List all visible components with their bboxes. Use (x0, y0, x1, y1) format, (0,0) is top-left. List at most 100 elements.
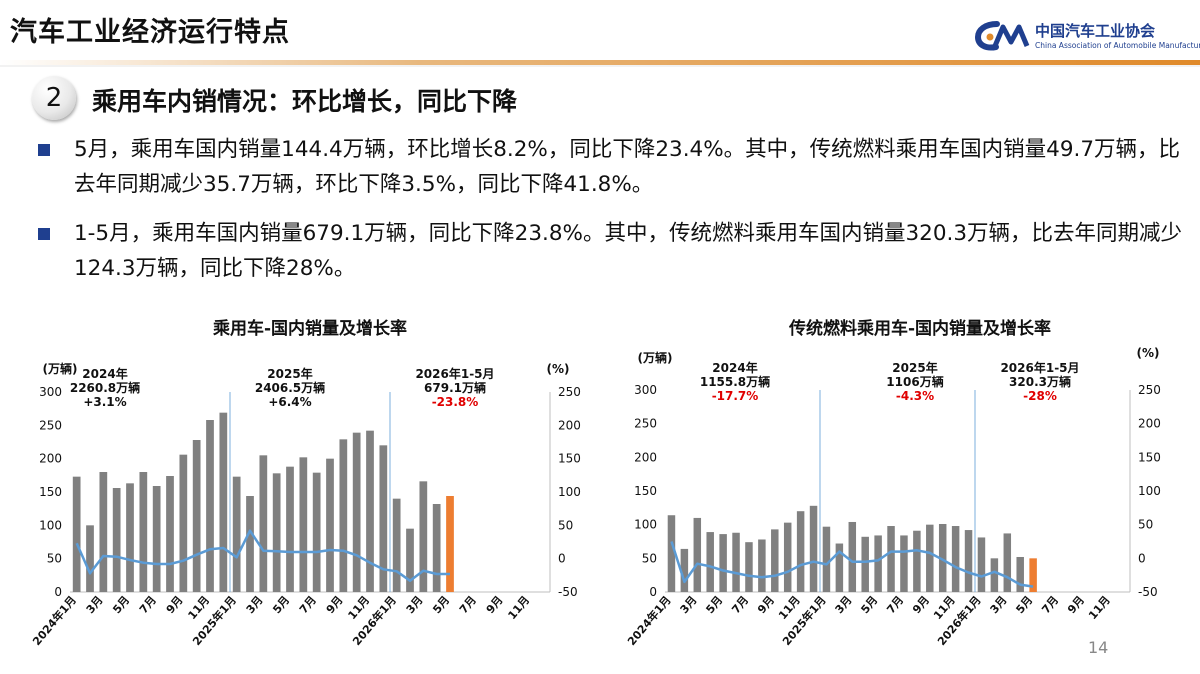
sales-bar (680, 548, 689, 592)
period-annotation-text: 2025年 (892, 360, 937, 375)
sales-bar (848, 521, 857, 592)
x-tick-label: 2024年1月 (624, 593, 673, 648)
y-left-tick-label: 50 (642, 551, 657, 565)
period-annotation-text: 2260.8万辆 (70, 380, 140, 395)
section-title: 乘用车内销情况：环比增长，同比下降 (92, 87, 518, 116)
growth-rate-line (670, 541, 1034, 588)
y-left-tick-label: 0 (54, 585, 62, 599)
sales-bar (419, 481, 428, 592)
y-right-tick-label: 250 (1138, 383, 1161, 397)
sales-bar (152, 486, 161, 592)
sales-bar (232, 476, 241, 592)
sales-bar (299, 457, 308, 592)
sales-bar (366, 430, 374, 592)
sales-bar (126, 483, 134, 592)
sales-bar (706, 532, 714, 592)
x-tick-label: 3月 (404, 594, 426, 617)
y-right-tick-label: 0 (1138, 551, 1146, 565)
bullet-square-icon (38, 144, 50, 156)
period-annotation-text: 2025年 (267, 366, 312, 381)
period-annotation-text: -23.8% (432, 395, 479, 409)
sales-bar (272, 473, 281, 592)
x-tick-label: 3月 (988, 594, 1010, 617)
bullet-item: 5月，乘用车国内销量144.4万辆，环比增长8.2%，同比下降23.4%。其中，… (38, 132, 1180, 204)
x-tick-label: 9月 (755, 594, 777, 617)
y-left-unit-label: (万辆) (638, 350, 673, 365)
x-tick-label: 7月 (884, 594, 906, 617)
x-tick-label: 5月 (430, 594, 452, 617)
chart-traditional-fuel-domestic-sales: 传统燃料乘用车-国内销量及增长率 (万辆) (%) 0 50 100 150 200 250 30… (624, 318, 1161, 648)
x-tick-label: 7月 (457, 594, 479, 617)
sales-bar (206, 420, 214, 592)
sales-bar (822, 526, 831, 592)
chart-title: 乘用车-国内销量及增长率 (212, 318, 407, 339)
y-right-tick-label: 100 (558, 485, 581, 499)
y-left-tick-label: 300 (634, 383, 657, 397)
section-number-badge: 2 (32, 76, 76, 120)
y-left-unit-label: (万辆) (43, 361, 78, 376)
sales-bar (432, 504, 441, 592)
period-annotation-text: 320.3万辆 (1009, 374, 1071, 389)
page-number: 14 (1088, 638, 1109, 657)
y-right-tick-label: 150 (558, 452, 581, 466)
y-right-tick-label: 200 (1138, 417, 1161, 431)
y-right-tick-label: -50 (558, 585, 578, 599)
period-annotation-text: 1155.8万辆 (700, 374, 770, 389)
x-tick-label: 11月 (505, 594, 532, 623)
sales-bar (99, 472, 108, 592)
sales-bar (352, 432, 361, 592)
period-annotation-text: -28% (1023, 389, 1057, 403)
sales-bar (758, 539, 766, 592)
x-tick-label: 9月 (910, 594, 932, 617)
x-tick-label: 3月 (84, 594, 106, 617)
caam-logo-icon (975, 21, 1030, 51)
x-tick-label: 5月 (1013, 594, 1035, 617)
y-left-tick-label: 100 (39, 518, 62, 532)
bullet-square-icon (38, 228, 50, 240)
x-tick-label: 7月 (297, 594, 319, 617)
sales-bar (446, 496, 454, 592)
sales-bar (286, 466, 294, 592)
bullet-item: 1-5月，乘用车国内销量679.1万辆，同比下降23.8%。其中，传统燃料乘用车… (38, 216, 1182, 288)
header-divider (0, 60, 1200, 65)
sales-bar (406, 528, 414, 592)
sales-bar (112, 488, 121, 592)
sales-bar (926, 524, 934, 592)
x-tick-label: 3月 (833, 594, 855, 617)
chart-passenger-car-domestic-sales: 乘用车-国内销量及增长率 (万辆) (%) 0 50 100 150 200 250 300 -50… (29, 318, 581, 648)
period-annotation-text: -4.3% (896, 389, 934, 403)
sales-bar (977, 537, 986, 592)
sales-bar (783, 522, 792, 592)
sales-bar (887, 526, 895, 592)
x-tick-label: 5月 (858, 594, 880, 617)
sales-bar (900, 535, 908, 592)
sales-bar (1003, 533, 1012, 592)
bullet-text: 1-5月，乘用车国内销量679.1万辆，同比下降23.8%。其中，传统燃料乘用车… (74, 221, 1183, 281)
sales-bar (379, 445, 388, 592)
period-annotation-text: 679.1万辆 (424, 380, 486, 395)
sales-bar (796, 511, 805, 592)
x-tick-label: 9月 (1065, 594, 1087, 617)
sales-bar (392, 498, 401, 592)
sales-bar (719, 534, 727, 592)
header-divider-shadow (0, 65, 1200, 67)
y-right-tick-label: 0 (558, 552, 566, 566)
x-tick-label: 7月 (1039, 594, 1061, 617)
y-left-tick-label: 150 (39, 485, 62, 499)
x-tick-label: 5月 (270, 594, 292, 617)
period-annotation-text: 2024年 (712, 360, 757, 375)
x-tick-label: 7月 (729, 594, 751, 617)
y-left-tick-label: 150 (634, 484, 657, 498)
sales-bar (139, 472, 148, 592)
sales-bar (990, 558, 999, 592)
x-tick-label: 7月 (137, 594, 159, 617)
x-tick-label: 5月 (110, 594, 132, 617)
y-right-unit-label: (%) (1137, 346, 1160, 360)
sales-bar (745, 542, 753, 592)
sales-bar (166, 476, 174, 592)
period-annotation-text: 2024年 (82, 366, 127, 381)
chart-title: 传统燃料乘用车-国内销量及增长率 (788, 318, 1051, 339)
sales-bar (72, 476, 81, 592)
sales-bar (809, 505, 818, 592)
logo-text-cn: 中国汽车工业协会 (1035, 22, 1156, 40)
